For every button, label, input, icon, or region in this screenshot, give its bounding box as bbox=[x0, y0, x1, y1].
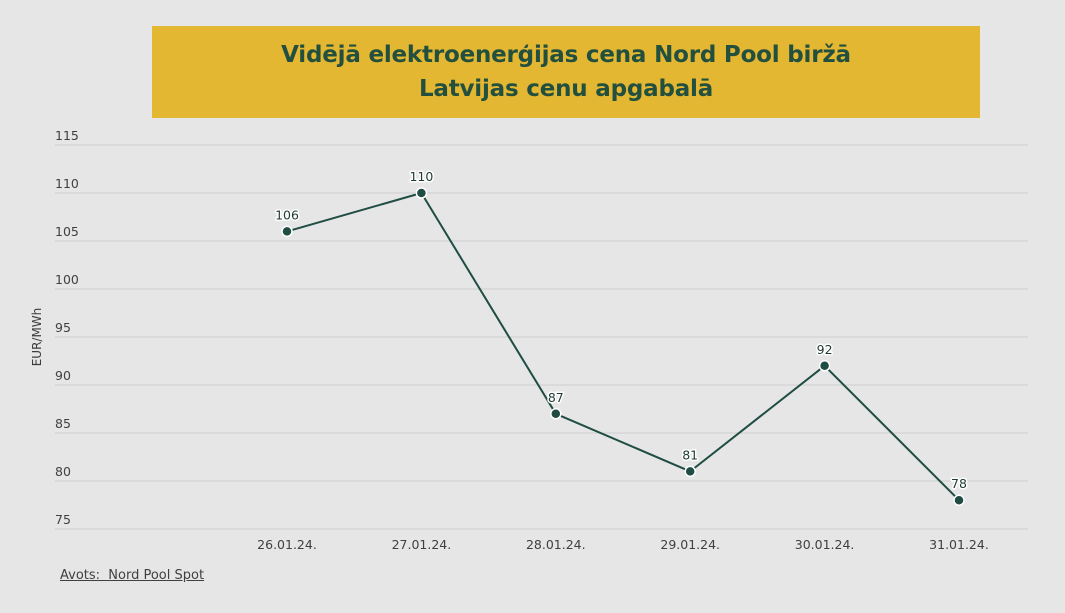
y-tick-label: 115 bbox=[55, 128, 79, 143]
chart-title-line-1: Vidējā elektroenerģijas cena Nord Pool b… bbox=[281, 42, 851, 68]
data-point bbox=[281, 225, 293, 238]
y-axis-ticks: 75 80 85 90 95 100 105 110 115 bbox=[55, 128, 79, 527]
x-tick-label: 31.01.24. bbox=[929, 537, 989, 552]
data-labels: 106 110 87 81 92 78 bbox=[274, 168, 969, 493]
grid-lines bbox=[55, 144, 1028, 530]
data-label: 110 bbox=[409, 169, 433, 184]
x-tick-label: 29.01.24. bbox=[660, 537, 720, 552]
data-label: 106 bbox=[275, 207, 299, 222]
data-point bbox=[953, 494, 965, 506]
y-tick-label: 95 bbox=[55, 320, 71, 335]
y-tick-label: 85 bbox=[55, 416, 71, 431]
x-tick-label: 27.01.24. bbox=[392, 537, 452, 552]
series-line-group bbox=[286, 192, 960, 501]
data-label: 92 bbox=[817, 342, 833, 357]
y-tick-label: 100 bbox=[55, 272, 79, 287]
y-tick-label: 110 bbox=[55, 176, 79, 191]
series-line bbox=[286, 192, 960, 501]
chart-title-line-2: Latvijas cenu apgabalā bbox=[418, 76, 714, 102]
data-point bbox=[550, 408, 562, 420]
data-label: 87 bbox=[548, 390, 564, 405]
x-tick-label: 30.01.24. bbox=[795, 537, 855, 552]
data-label: 78 bbox=[951, 476, 967, 491]
chart-title: Vidējā elektroenerģijas cena Nord Pool b… bbox=[152, 26, 980, 118]
y-tick-label: 80 bbox=[55, 464, 71, 479]
data-point bbox=[818, 360, 831, 372]
y-tick-label: 105 bbox=[55, 224, 79, 239]
x-axis-ticks: 26.01.24. 27.01.24. 28.01.24. 29.01.24. 30.0… bbox=[257, 537, 989, 552]
data-points bbox=[281, 187, 965, 506]
data-point bbox=[415, 187, 428, 199]
source-note: Avots: Nord Pool Spot bbox=[60, 568, 205, 583]
data-point bbox=[684, 465, 696, 478]
y-tick-label: 75 bbox=[55, 512, 71, 527]
y-axis-label: EUR/MWh bbox=[30, 307, 44, 367]
x-tick-label: 28.01.24. bbox=[526, 537, 586, 552]
x-tick-label: 26.01.24. bbox=[257, 537, 317, 552]
data-label: 81 bbox=[682, 447, 698, 462]
y-tick-label: 90 bbox=[55, 368, 71, 383]
